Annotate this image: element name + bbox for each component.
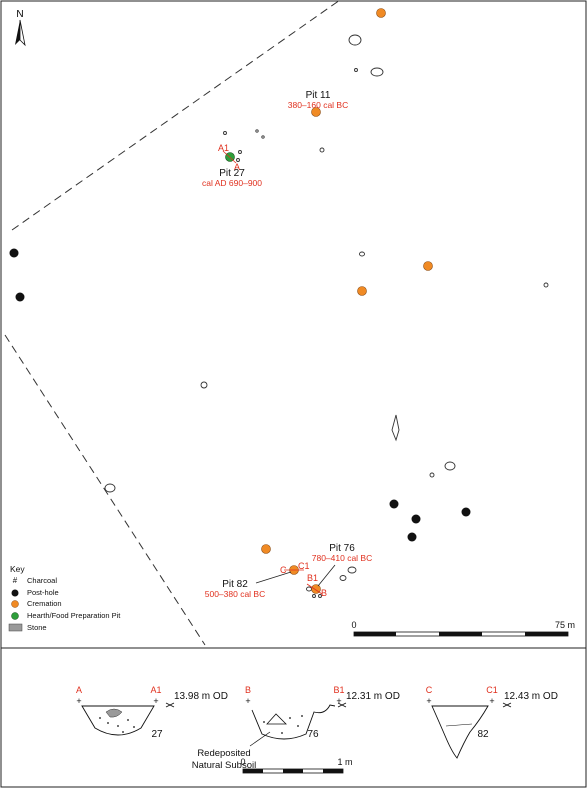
section-82-od-label: 12.43 m OD [504, 691, 558, 702]
map-scale-bar: 0 75 m [351, 620, 575, 637]
key-title: Key [10, 564, 25, 574]
pit-82-name: Pit 82 [222, 579, 248, 590]
pit-11-date: 380–160 cal BC [288, 100, 349, 110]
map-key: Key # Charcoal Post-hole Cremation Heart… [8, 564, 121, 632]
pit-76-date: 780–410 cal BC [312, 553, 373, 563]
map-scale-start: 0 [351, 620, 356, 630]
cremation [423, 261, 433, 271]
section-point-c1: C1 [298, 561, 310, 571]
section-scale-end: 1 m [337, 757, 352, 767]
post-hole [461, 507, 471, 517]
cremation [311, 107, 321, 117]
section-82-left-label: C [426, 685, 433, 695]
section-76-od-label: 12.31 m OD [346, 691, 400, 702]
key-cremation-swatch [11, 600, 19, 608]
post-hole [407, 532, 417, 542]
cremations [261, 8, 433, 594]
svg-text:+: + [489, 696, 494, 706]
section-82-right-label: C1 [486, 685, 498, 695]
excavation-boundary [4, 0, 341, 646]
key-posthole-label: Post-hole [27, 588, 59, 597]
section-point-b1: B1 [307, 573, 318, 583]
section-note-line2: Natural Subsoil [192, 760, 256, 771]
post-hole [9, 248, 19, 258]
stone-outline [348, 34, 362, 46]
svg-text:+: + [426, 696, 431, 706]
cremation [376, 8, 386, 18]
section-27-number: 27 [151, 729, 163, 740]
section-27-left-label: A [76, 685, 82, 695]
section-point-c: C [280, 565, 287, 575]
key-charcoal-label: Charcoal [27, 576, 57, 585]
section-lines [222, 150, 323, 595]
section-76-right-label: B1 [333, 685, 344, 695]
key-stone-swatch [8, 623, 23, 632]
section-point-a: A [234, 162, 240, 172]
svg-text:+: + [336, 696, 341, 706]
section-27-od-label: 13.98 m OD [174, 691, 228, 702]
post-hole [411, 514, 421, 524]
map-scale-end: 75 m [555, 620, 575, 630]
section-point-a1: A1 [218, 143, 229, 153]
svg-text:+: + [153, 696, 158, 706]
section-82: C C1 + + 12.43 m OD 82 [426, 685, 558, 759]
key-cremation-label: Cremation [27, 599, 62, 608]
section-scale-bar: 0 1 m [240, 757, 353, 774]
pit-76-name: Pit 76 [329, 543, 355, 554]
section-76-number: 76 [307, 729, 319, 740]
post-holes [9, 248, 471, 542]
key-posthole-swatch [11, 589, 19, 597]
section-point-b: B [321, 588, 327, 598]
pit-labels: Pit 11 380–160 cal BC Pit 27 cal AD 690–… [202, 90, 372, 599]
svg-text:+: + [245, 696, 250, 706]
section-scale-start: 0 [240, 757, 245, 767]
north-arrow: N [15, 9, 26, 47]
svg-text:+: + [76, 696, 81, 706]
cremation [357, 286, 367, 296]
pit-82-date: 500–380 cal BC [205, 589, 266, 599]
section-27-right-label: A1 [150, 685, 161, 695]
post-hole [15, 292, 25, 302]
leader-lines [255, 564, 336, 587]
key-charcoal-symbol: # [13, 576, 18, 585]
key-stone-label: Stone [27, 623, 47, 632]
section-27: A A1 + + 13.98 m OD 27 [76, 685, 228, 740]
cremation [261, 544, 271, 554]
key-hearth-swatch [11, 612, 19, 620]
section-note-line1: Redeposited [197, 748, 250, 759]
key-hearth-label: Hearth/Food Preparation Pit [27, 611, 121, 620]
post-hole [389, 499, 399, 509]
feature-outlines [104, 34, 549, 598]
section-76-left-label: B [245, 685, 251, 695]
pit-27-name: Pit 27 [219, 168, 245, 179]
north-label: N [16, 9, 23, 20]
section-82-number: 82 [477, 729, 489, 740]
stone-outline [370, 67, 384, 77]
pit-27-date: cal AD 690–900 [202, 178, 262, 188]
stone-outline [391, 414, 400, 442]
section-76: B B1 + + 12.31 m OD 76 Redeposited Natur… [192, 685, 400, 771]
pit-11-name: Pit 11 [306, 90, 331, 101]
